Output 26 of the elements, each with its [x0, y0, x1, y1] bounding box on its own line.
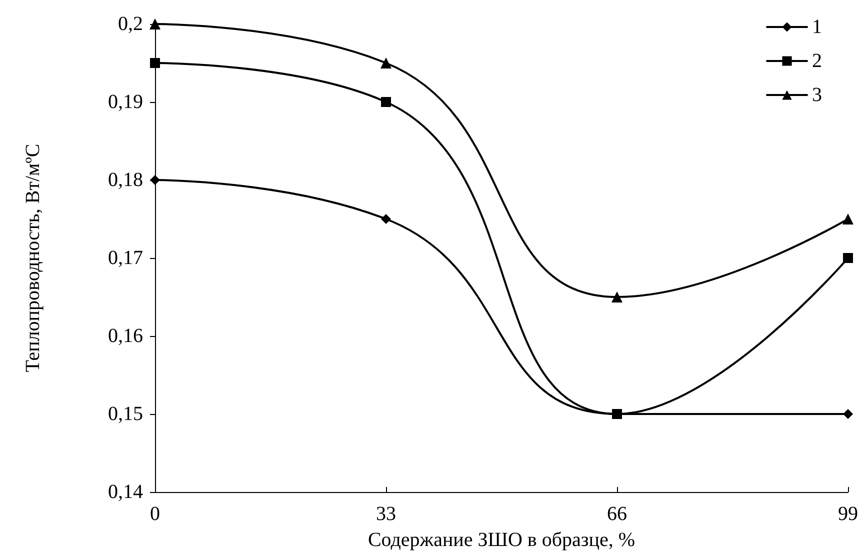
point [381, 214, 391, 224]
point [612, 409, 622, 419]
y-axis-title: Теплопроводность, Вт/мºС [22, 144, 44, 372]
point [843, 253, 853, 263]
x-tick-label: 66 [607, 503, 627, 525]
point [150, 58, 160, 68]
y-tick-label: 0,19 [108, 91, 143, 113]
legend-label: 2 [812, 50, 822, 72]
legend-label: 1 [812, 16, 822, 38]
y-tick-label: 0,16 [108, 325, 143, 347]
x-axis-title: Содержание ЗШО в образце, % [368, 529, 636, 551]
point [150, 18, 160, 30]
x-tick-label: 33 [376, 503, 396, 525]
point [381, 97, 391, 107]
y-tick-label: 0,15 [108, 403, 143, 425]
x-tick-label: 99 [838, 503, 858, 525]
legend-label: 3 [812, 84, 822, 106]
point [843, 409, 853, 419]
y-tick-label: 0,17 [108, 247, 143, 269]
point [842, 214, 854, 224]
point [612, 292, 622, 302]
x-tick-label: 0 [150, 503, 160, 525]
point [380, 58, 392, 68]
y-tick-label: 0,2 [118, 13, 143, 35]
y-tick-label: 0,18 [108, 169, 143, 191]
y-tick-label: 0,14 [108, 481, 143, 503]
